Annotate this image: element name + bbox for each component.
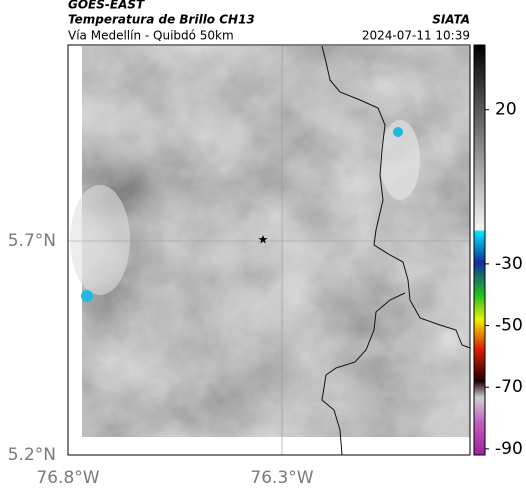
lon-label: 76.8°W <box>36 468 99 488</box>
lon-label: 76.3°W <box>250 468 313 488</box>
city-marker: ★ <box>258 233 269 247</box>
colorbar <box>473 44 486 456</box>
cloud-texture <box>82 46 470 437</box>
agency: SIATA <box>432 13 470 27</box>
map: ★ <box>67 44 471 456</box>
colorbar-tick-label: 20 <box>495 100 517 120</box>
colorbar-ticks: 20 -30 -50 -70 -90 <box>485 100 523 459</box>
bright-cloud <box>70 185 130 295</box>
colorbar-tick-label: -50 <box>495 316 523 336</box>
colorbar-tick-label: -30 <box>495 254 523 274</box>
subtitle: Vía Medellín - Quibdó 50km <box>68 29 234 43</box>
datetime: 2024-07-11 10:39 <box>362 29 470 43</box>
cold-spot <box>81 290 93 302</box>
colorbar-tick-label: -70 <box>495 377 523 397</box>
colorbar-tick-label: -90 <box>495 439 523 459</box>
cold-spot <box>393 127 403 137</box>
title: Temperatura de Brillo CH13 <box>68 13 255 27</box>
source: GOES-EAST <box>68 0 145 12</box>
bright-cloud <box>380 120 420 200</box>
border <box>321 45 471 456</box>
map-frame <box>67 44 471 456</box>
lat-label: 5.2°N <box>8 445 56 465</box>
lat-label: 5.7°N <box>8 231 56 251</box>
